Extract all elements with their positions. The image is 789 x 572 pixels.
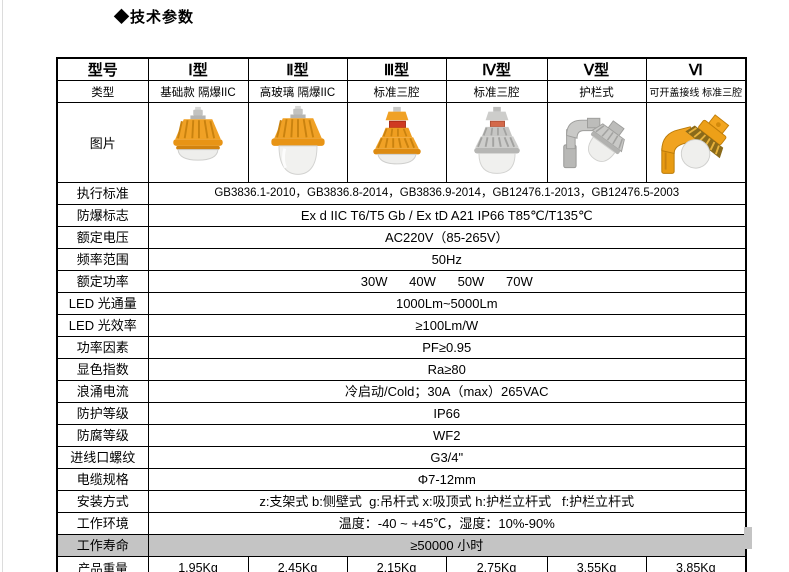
row-cable-label: 电缆规格	[56, 468, 149, 491]
row-frequency-label: 频率范围	[56, 248, 149, 271]
row-voltage-value: AC220V（85-265V）	[147, 226, 747, 249]
image-cell-6	[645, 102, 747, 183]
model-col-4: Ⅳ型	[445, 57, 548, 81]
lamp-type-3-image	[372, 106, 421, 165]
row-standard-value: GB3836.1-2010，GB3836.8-2014，GB3836.9-201…	[147, 182, 747, 205]
image-cell-2	[247, 102, 348, 183]
row-efficacy-value: ≥100Lm/W	[147, 314, 747, 337]
row-inrush: 浪涌电流 冷启动/Cold；30A（max）265VAC	[56, 380, 747, 403]
row-standard: 执行标准 GB3836.1-2010，GB3836.8-2014，GB3836.…	[56, 182, 747, 205]
lamp-type-4-image	[473, 106, 520, 174]
row-power-label: 额定功率	[56, 270, 149, 293]
row-cri-label: 显色指数	[56, 358, 149, 381]
row-frequency-value: 50Hz	[147, 248, 747, 271]
model-col-1: Ⅰ型	[147, 57, 249, 81]
row-environment-value: 温度：-40 ~ +45℃，湿度：10%-90%	[147, 512, 747, 535]
weight-col-4: 2.75Kg	[445, 556, 548, 572]
image-cell-3	[346, 102, 447, 183]
spec-table: 型号 Ⅰ型 Ⅱ型 Ⅲ型 Ⅳ型 Ⅴ型 Ⅵ 类型 基础款 隔爆IIC 高玻璃 隔爆I…	[56, 57, 747, 572]
row-cable: 电缆规格 Φ7-12mm	[56, 468, 747, 491]
weight-col-1: 1.95Kg	[147, 556, 249, 572]
row-efficacy: LED 光效率 ≥100Lm/W	[56, 314, 747, 337]
row-environment: 工作环境 温度：-40 ~ +45℃，湿度：10%-90%	[56, 512, 747, 535]
row-cri: 显色指数 Ra≥80	[56, 358, 747, 381]
lamp-type-5-image	[562, 117, 625, 169]
row-voltage-label: 额定电压	[56, 226, 149, 249]
row-ip-rating-value: IP66	[147, 402, 747, 425]
row-luminous-flux: LED 光通量 1000Lm~5000Lm	[56, 292, 747, 315]
row-corrosion-value: WF2	[147, 424, 747, 447]
lamp-type-1-image	[173, 106, 223, 161]
row-corrosion-label: 防腐等级	[56, 424, 149, 447]
row-thread-value: G3/4"	[147, 446, 747, 469]
image-cell-4	[445, 102, 548, 183]
lifetime-row-gray-overhang	[744, 527, 752, 549]
model-col-5: Ⅴ型	[546, 57, 647, 81]
row-lifetime-label: 工作寿命	[56, 534, 149, 557]
model-row: 型号 Ⅰ型 Ⅱ型 Ⅲ型 Ⅳ型 Ⅴ型 Ⅵ	[56, 57, 747, 81]
page-left-border	[2, 0, 3, 572]
row-mounting: 安装方式 z:支架式 b:侧壁式 g:吊杆式 x:吸顶式 h:护栏立杆式 f:护…	[56, 490, 747, 513]
type-col-3: 标准三腔	[346, 80, 447, 103]
row-lifetime-value: ≥50000 小时	[147, 534, 747, 557]
model-col-2: Ⅱ型	[247, 57, 348, 81]
weight-col-3: 2.15Kg	[346, 556, 447, 572]
row-voltage: 额定电压 AC220V（85-265V）	[56, 226, 747, 249]
row-ip-rating: 防护等级 IP66	[56, 402, 747, 425]
row-weight-label: 产品重量	[56, 556, 149, 572]
image-cell-1	[147, 102, 249, 183]
row-mounting-value: z:支架式 b:侧壁式 g:吊杆式 x:吸顶式 h:护栏立杆式 f:护栏立杆式	[147, 490, 747, 513]
row-explosion-mark: 防爆标志 Ex d IIC T6/T5 Gb / Ex tD A21 IP66 …	[56, 204, 747, 227]
row-inrush-value: 冷启动/Cold；30A（max）265VAC	[147, 380, 747, 403]
row-environment-label: 工作环境	[56, 512, 149, 535]
type-col-6: 可开盖接线 标准三腔	[645, 80, 747, 103]
row-corrosion: 防腐等级 WF2	[56, 424, 747, 447]
model-row-label: 型号	[56, 57, 149, 81]
row-lifetime: 工作寿命 ≥50000 小时	[56, 534, 747, 557]
row-mounting-label: 安装方式	[56, 490, 149, 513]
type-col-1: 基础款 隔爆IIC	[147, 80, 249, 103]
row-explosion-mark-value: Ex d IIC T6/T5 Gb / Ex tD A21 IP66 T85℃/…	[147, 204, 747, 227]
type-row-label: 类型	[56, 80, 149, 103]
image-cell-5	[546, 102, 647, 183]
type-col-5: 护栏式	[546, 80, 647, 103]
weight-col-6: 3.85Kg	[645, 556, 747, 572]
lamp-type-6-image	[661, 114, 730, 174]
lamp-type-2-image	[270, 105, 325, 175]
row-ip-rating-label: 防护等级	[56, 402, 149, 425]
row-frequency: 频率范围 50Hz	[56, 248, 747, 271]
row-power-factor-label: 功率因素	[56, 336, 149, 359]
weight-col-2: 2.45Kg	[247, 556, 348, 572]
row-power: 额定功率 30W 40W 50W 70W	[56, 270, 747, 293]
model-col-6: Ⅵ	[645, 57, 747, 81]
model-col-3: Ⅲ型	[346, 57, 447, 81]
row-luminous-flux-value: 1000Lm~5000Lm	[147, 292, 747, 315]
row-thread-label: 进线口螺纹	[56, 446, 149, 469]
row-explosion-mark-label: 防爆标志	[56, 204, 149, 227]
row-power-factor: 功率因素 PF≥0.95	[56, 336, 747, 359]
row-standard-label: 执行标准	[56, 182, 149, 205]
row-weight: 产品重量 1.95Kg 2.45Kg 2.15Kg 2.75Kg 3.55Kg …	[56, 556, 747, 572]
image-row-label: 图片	[56, 102, 149, 183]
weight-col-5: 3.55Kg	[546, 556, 647, 572]
row-luminous-flux-label: LED 光通量	[56, 292, 149, 315]
row-cable-value: Φ7-12mm	[147, 468, 747, 491]
row-inrush-label: 浪涌电流	[56, 380, 149, 403]
row-cri-value: Ra≥80	[147, 358, 747, 381]
type-row: 类型 基础款 隔爆IIC 高玻璃 隔爆IIC 标准三腔 标准三腔 护栏式 可开盖…	[56, 80, 747, 103]
row-power-factor-value: PF≥0.95	[147, 336, 747, 359]
type-col-2: 高玻璃 隔爆IIC	[247, 80, 348, 103]
row-efficacy-label: LED 光效率	[56, 314, 149, 337]
row-thread: 进线口螺纹 G3/4"	[56, 446, 747, 469]
type-col-4: 标准三腔	[445, 80, 548, 103]
row-power-value: 30W 40W 50W 70W	[147, 270, 747, 293]
image-row: 图片	[56, 102, 747, 183]
page-title: ◆技术参数	[114, 9, 195, 26]
